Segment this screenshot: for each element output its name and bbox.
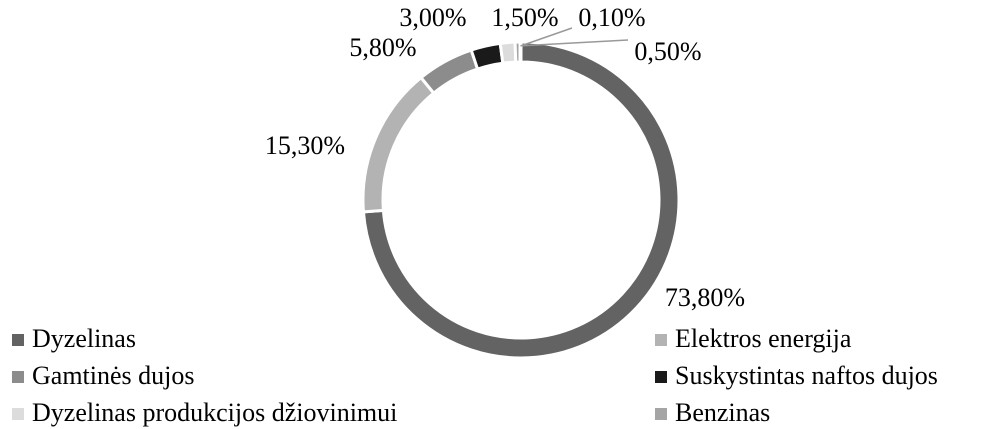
legend-label: Suskystintas naftos dujos bbox=[675, 361, 938, 390]
data-label: 1,50% bbox=[491, 3, 558, 32]
leader-line bbox=[520, 27, 573, 47]
data-label: 0,50% bbox=[634, 37, 701, 66]
legend-label: Dyzelinas produkcijos džiovinimui bbox=[32, 398, 397, 427]
legend-swatch bbox=[655, 408, 667, 420]
data-label: 5,80% bbox=[349, 33, 416, 62]
donut-slice bbox=[469, 41, 505, 71]
legend-label: Dyzelinas bbox=[32, 324, 136, 353]
legend-label: Elektros energija bbox=[675, 324, 852, 353]
data-label: 3,00% bbox=[399, 3, 466, 32]
data-label: 15,30% bbox=[265, 131, 345, 160]
legend-swatch bbox=[12, 371, 24, 383]
leader-line bbox=[517, 39, 629, 47]
data-label: 73,80% bbox=[665, 283, 745, 312]
donut-slice bbox=[498, 40, 518, 65]
donut-slice bbox=[518, 40, 523, 64]
legend-swatch bbox=[655, 371, 667, 383]
legend-label: Gamtinės dujos bbox=[32, 361, 195, 390]
legend-swatch bbox=[12, 408, 24, 420]
donut-slice bbox=[361, 75, 436, 214]
legend-label: Benzinas bbox=[675, 398, 770, 427]
legend-swatch bbox=[655, 334, 667, 346]
data-label: 0,10% bbox=[578, 3, 645, 32]
legend-swatch bbox=[12, 334, 24, 346]
donut-slice bbox=[418, 48, 480, 96]
